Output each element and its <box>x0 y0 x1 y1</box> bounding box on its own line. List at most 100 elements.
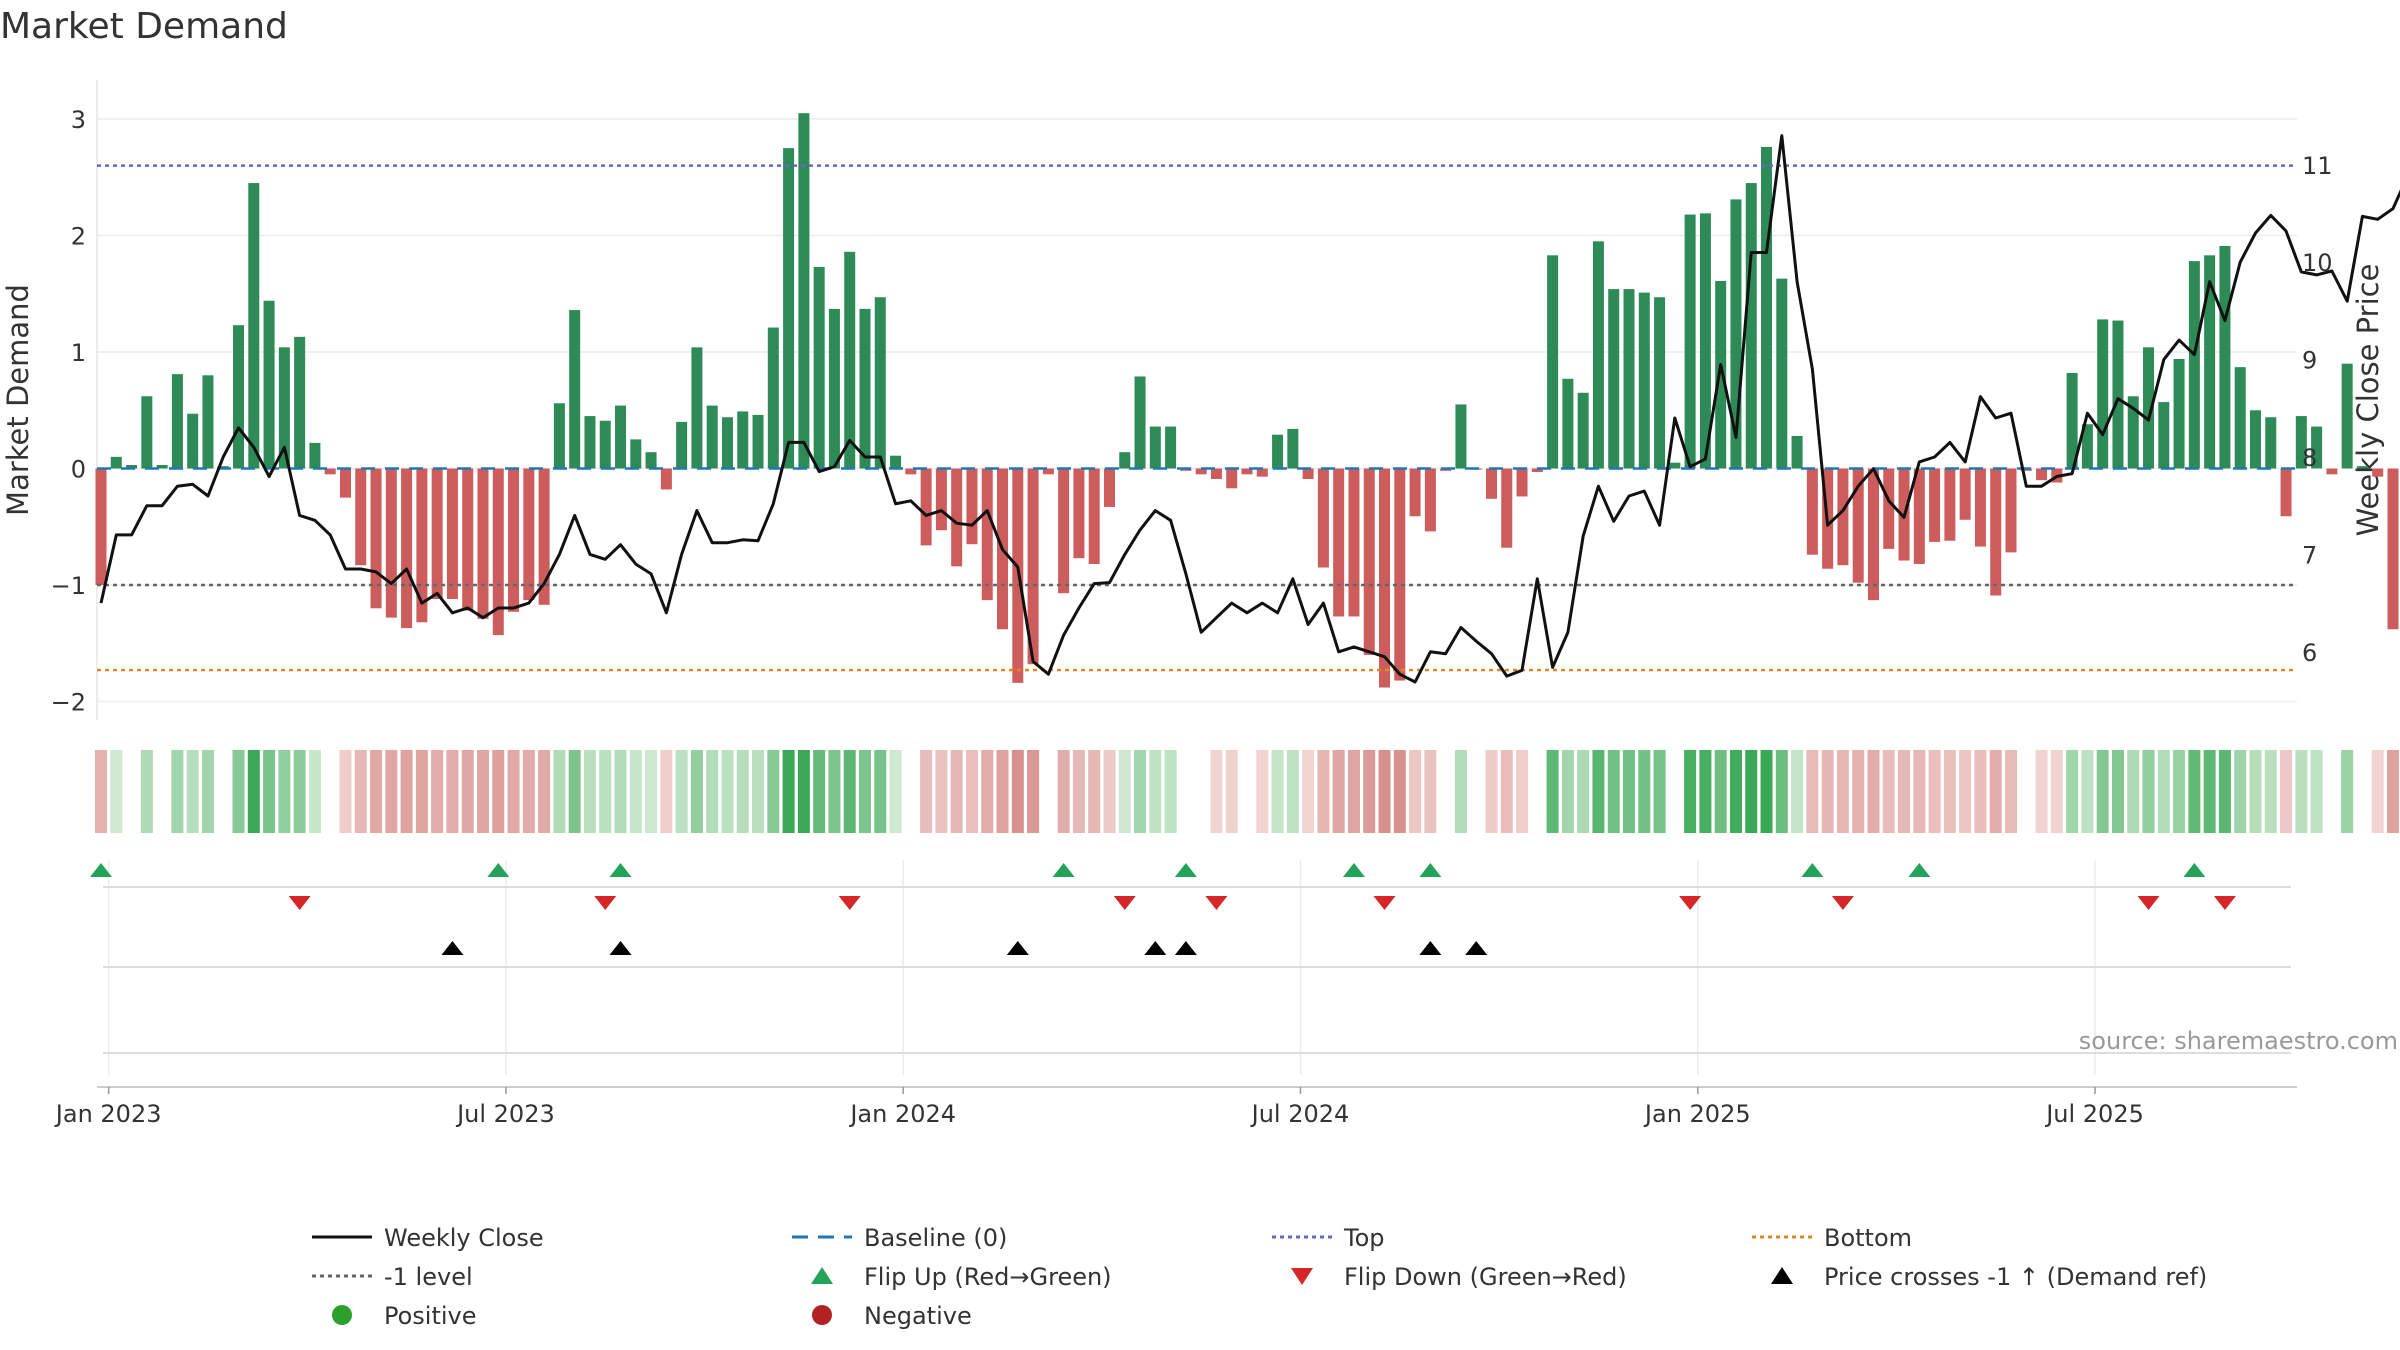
heat-cell <box>2081 750 2094 833</box>
heat-cell <box>232 750 245 833</box>
heat-cell <box>1989 750 2002 833</box>
heat-cell <box>247 750 260 833</box>
demand-bar <box>1699 213 1711 469</box>
demand-bar <box>706 405 718 469</box>
legend-item: Negative <box>812 1302 972 1330</box>
flip-up-marker <box>1174 863 1197 877</box>
y-axis-ticks: 3 2 1 0 −1 −2 <box>51 106 86 717</box>
demand-bar <box>2127 396 2139 469</box>
heat-cell <box>1393 750 1406 833</box>
flip-up-marker <box>609 863 632 877</box>
demand-bar <box>294 336 306 469</box>
demand-bar <box>1791 435 1803 469</box>
heat-cell <box>782 750 795 833</box>
demand-bar <box>660 468 672 490</box>
flip-up-marker <box>1419 863 1442 877</box>
demand-bar <box>248 183 260 469</box>
flip-up-marker <box>1908 863 1931 877</box>
demand-bar <box>95 468 107 585</box>
demand-bars <box>95 113 2399 688</box>
legend-item: Price crosses -1 ↑ (Demand ref) <box>1771 1263 2207 1291</box>
heat-cell <box>2264 750 2277 833</box>
demand-bar <box>1623 289 1635 469</box>
heat-cell <box>583 750 596 833</box>
demand-bar <box>1302 468 1314 479</box>
demand-bar <box>492 468 504 636</box>
heat-cell <box>2341 750 2354 833</box>
demand-bar <box>401 468 413 629</box>
heat-cell <box>981 750 994 833</box>
heat-cell <box>2127 750 2140 833</box>
heat-cell <box>813 750 826 833</box>
heat-cell <box>828 750 841 833</box>
demand-bar <box>1745 183 1757 469</box>
y2-tick-label: 11 <box>2302 152 2333 180</box>
legend-item: Positive <box>332 1302 477 1330</box>
demand-bar <box>1715 280 1727 469</box>
heat-cell <box>95 750 107 833</box>
heat-cell <box>1485 750 1498 833</box>
heat-cell <box>1317 750 1330 833</box>
flip-down-marker <box>288 896 311 910</box>
price-cross-marker <box>441 941 464 955</box>
demand-bar <box>110 456 122 469</box>
heat-cell <box>1516 750 1529 833</box>
demand-bar <box>1806 468 1818 555</box>
signal-markers <box>90 863 2297 1088</box>
heat-cell <box>629 750 642 833</box>
demand-bar <box>1379 468 1391 688</box>
x-tick-label: Jul 2024 <box>1250 1100 1350 1128</box>
source-note: source: sharemaestro.com <box>2079 1027 2398 1055</box>
flip-up-marker <box>2183 863 2206 877</box>
x-tick-label: Jan 2023 <box>54 1100 162 1128</box>
demand-bar <box>1974 468 1986 547</box>
heat-cell <box>1118 750 1131 833</box>
demand-bar <box>676 421 688 469</box>
demand-bar <box>431 468 443 599</box>
demand-bar <box>1516 468 1528 497</box>
demand-bar <box>813 266 825 469</box>
y2-tick-label: 8 <box>2302 444 2317 472</box>
demand-bar <box>385 468 397 618</box>
y-axis-label: Market Demand <box>1 284 35 516</box>
demand-bar <box>1929 468 1941 542</box>
flip-down-marker <box>1373 896 1396 910</box>
demand-bar <box>828 308 840 469</box>
demand-bar <box>615 405 627 469</box>
demand-bar <box>538 468 550 605</box>
demand-bar <box>523 468 535 601</box>
y-tick-label: 2 <box>71 223 86 251</box>
heat-cell <box>1928 750 1941 833</box>
demand-bar <box>1134 376 1146 469</box>
x-axis-ticks: Jan 2023 Jul 2023 Jan 2024 Jul 2024 Jan 2025… <box>54 1087 2144 1128</box>
demand-bar <box>1577 392 1589 469</box>
y-tick-label: 3 <box>71 106 86 134</box>
heat-cell <box>1592 750 1605 833</box>
demand-bar <box>2311 426 2323 469</box>
heat-cell <box>2218 750 2231 833</box>
heat-cell <box>553 750 566 833</box>
demand-bar <box>2097 319 2109 469</box>
demand-bar <box>1654 297 1666 469</box>
heat-cell <box>2035 750 2048 833</box>
heat-cell <box>721 750 734 833</box>
demand-bar <box>2372 468 2384 477</box>
demand-bar <box>2341 363 2353 469</box>
heat-cell <box>278 750 291 833</box>
demand-bar <box>981 468 993 601</box>
heat-cell <box>2280 750 2293 833</box>
heat-cell <box>2005 750 2017 833</box>
demand-bar <box>859 308 871 469</box>
heat-cell <box>308 750 321 833</box>
demand-bar <box>1761 146 1773 469</box>
legend-label: Baseline (0) <box>864 1224 1007 1252</box>
heat-cell <box>2050 750 2063 833</box>
demand-bar <box>1241 468 1253 475</box>
demand-bar <box>920 468 932 546</box>
demand-bar <box>645 452 657 469</box>
heat-cell <box>645 750 658 833</box>
demand-bar <box>783 148 795 469</box>
demand-bar <box>737 411 749 469</box>
demand-bar <box>2158 402 2170 469</box>
demand-bar <box>1608 289 1620 469</box>
